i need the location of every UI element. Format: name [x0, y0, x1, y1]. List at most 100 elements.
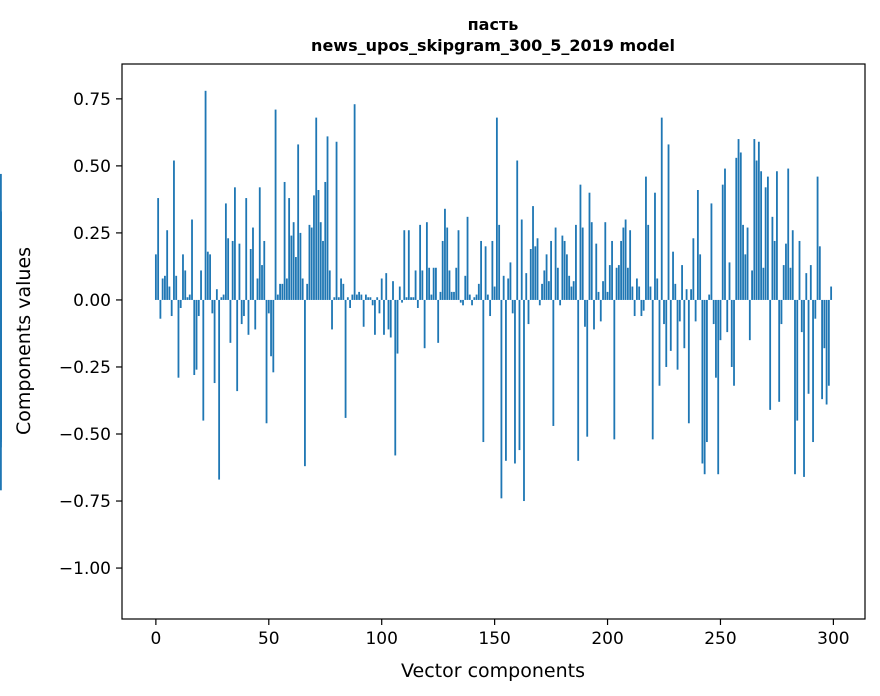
bar-component-17 [193, 299, 196, 376]
bar-component-42 [249, 249, 252, 300]
bar-component-51 [270, 299, 272, 357]
bar-component-289 [807, 299, 810, 394]
bar-component-0 [154, 254, 157, 300]
bar-component-223 [658, 299, 661, 386]
bar-component-98 [376, 297, 379, 300]
bar-component-283 [794, 299, 796, 475]
bar-component-174 [547, 281, 550, 300]
bar-component-15 [188, 294, 191, 300]
bar-component-130 [448, 270, 451, 300]
bar-component-222 [656, 278, 659, 300]
bar-component-123 [432, 267, 435, 300]
bar-component-267 [757, 141, 760, 300]
bar-component-36 [236, 299, 239, 392]
bar-component-169 [536, 238, 539, 300]
bar-component-108 [398, 286, 401, 300]
bar-component-28 [218, 299, 221, 480]
bar-component-276 [778, 299, 781, 402]
bar-component-281 [789, 267, 792, 300]
bar-component-46 [258, 187, 261, 300]
y-tick-label: −0.25 [59, 358, 111, 378]
bar-component-undefined [0, 299, 2, 381]
bar-component-9 [175, 275, 178, 300]
bar-component-265 [753, 139, 756, 300]
bar-component-275 [776, 171, 778, 300]
bar-component-288 [805, 273, 808, 300]
bar-component-250 [719, 299, 722, 341]
bar-component-279 [785, 243, 787, 300]
bar-component-292 [814, 299, 817, 319]
bar-component-233 [681, 265, 683, 300]
bar-component-257 [735, 157, 738, 300]
bar-component-249 [717, 299, 720, 475]
bar-component-126 [439, 291, 442, 300]
bar-component-248 [715, 299, 717, 378]
bar-component-77 [328, 270, 331, 300]
bar-component-137 [464, 275, 467, 300]
bar-component-103 [387, 299, 390, 330]
bar-component-61 [292, 222, 295, 300]
bar-component-16 [191, 219, 193, 300]
bar-component-39 [243, 299, 245, 317]
bar-component-27 [215, 289, 218, 300]
bar-component-59 [288, 198, 291, 300]
bar-component-241 [699, 254, 702, 300]
bar-component-290 [809, 265, 812, 300]
bar-component-60 [290, 235, 293, 300]
bar-component-239 [694, 299, 697, 322]
bar-component-213 [636, 278, 638, 300]
bar-component-92 [362, 299, 365, 327]
bar-component-54 [276, 294, 279, 300]
bar-component-70 [313, 195, 315, 300]
bar-component-204 [615, 267, 618, 300]
x-tick-label: 200 [591, 629, 623, 649]
bar-component-216 [642, 299, 645, 311]
bar-component-258 [737, 139, 740, 300]
bar-component-58 [285, 278, 288, 300]
bar-component-88 [353, 104, 356, 300]
bar-component-146 [484, 246, 487, 300]
bar-component-260 [742, 224, 744, 300]
bar-component-32 [227, 238, 230, 300]
bar-component-23 [206, 251, 209, 300]
bar-component-136 [462, 299, 464, 306]
bar-component-147 [486, 294, 489, 300]
bar-component-183 [568, 275, 571, 300]
bar-component-68 [308, 224, 311, 300]
bar-component-255 [730, 299, 733, 367]
bar-component-35 [234, 187, 236, 300]
x-tick-label: 50 [258, 629, 280, 649]
bar-component-19 [197, 299, 200, 317]
bar-component-270 [764, 187, 767, 300]
bar-component-295 [821, 299, 823, 400]
bar-component-49 [265, 299, 268, 424]
bar-component-184 [570, 286, 573, 300]
bar-component-135 [459, 299, 462, 303]
bar-component-120 [425, 222, 428, 300]
bar-component-114 [412, 297, 415, 300]
bar-component-95 [369, 297, 372, 300]
bar-component-38 [240, 299, 243, 325]
bar-component-129 [446, 227, 449, 300]
bar-component-111 [405, 297, 408, 300]
bar-component-139 [468, 294, 471, 300]
bar-component-7 [170, 299, 173, 317]
bar-component-45 [256, 278, 259, 300]
bar-component-134 [457, 230, 460, 300]
bar-component-56 [281, 283, 284, 300]
bar-component-30 [222, 294, 225, 300]
bar-component-173 [545, 254, 548, 300]
y-tick-label: 0.50 [73, 157, 111, 177]
x-tick-label: 250 [704, 629, 736, 649]
bar-component-50 [267, 299, 270, 314]
bar-component-127 [441, 240, 444, 300]
bar-component-291 [812, 299, 814, 443]
bar-component-87 [351, 294, 354, 300]
bar-component-211 [631, 286, 634, 300]
bar-component-274 [773, 240, 776, 300]
bar-component-86 [349, 299, 351, 308]
bar-component-263 [748, 299, 751, 341]
bar-component-296 [823, 299, 826, 349]
bar-component-287 [803, 299, 805, 477]
